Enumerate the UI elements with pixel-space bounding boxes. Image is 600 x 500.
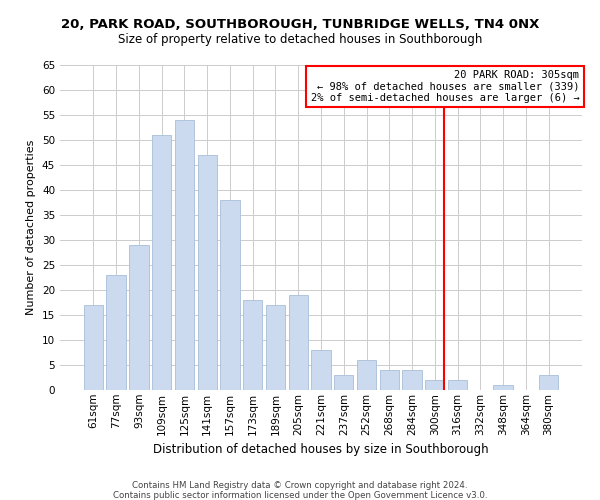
Bar <box>220 200 239 390</box>
Bar <box>425 380 445 390</box>
Text: Contains public sector information licensed under the Open Government Licence v3: Contains public sector information licen… <box>113 491 487 500</box>
Bar <box>175 120 194 390</box>
Bar <box>448 380 467 390</box>
Bar <box>243 300 262 390</box>
Bar <box>266 305 285 390</box>
Bar <box>403 370 422 390</box>
Text: Contains HM Land Registry data © Crown copyright and database right 2024.: Contains HM Land Registry data © Crown c… <box>132 481 468 490</box>
Y-axis label: Number of detached properties: Number of detached properties <box>26 140 37 315</box>
Bar <box>357 360 376 390</box>
Bar <box>289 295 308 390</box>
Bar <box>106 275 126 390</box>
Bar <box>129 245 149 390</box>
Bar <box>311 350 331 390</box>
Bar <box>197 155 217 390</box>
Text: 20, PARK ROAD, SOUTHBOROUGH, TUNBRIDGE WELLS, TN4 0NX: 20, PARK ROAD, SOUTHBOROUGH, TUNBRIDGE W… <box>61 18 539 30</box>
Bar <box>493 385 513 390</box>
Text: Size of property relative to detached houses in Southborough: Size of property relative to detached ho… <box>118 32 482 46</box>
Bar <box>334 375 353 390</box>
X-axis label: Distribution of detached houses by size in Southborough: Distribution of detached houses by size … <box>153 443 489 456</box>
Bar <box>380 370 399 390</box>
Bar <box>539 375 558 390</box>
Text: 20 PARK ROAD: 305sqm
← 98% of detached houses are smaller (339)
2% of semi-detac: 20 PARK ROAD: 305sqm ← 98% of detached h… <box>311 70 580 103</box>
Bar <box>152 135 172 390</box>
Bar <box>84 305 103 390</box>
